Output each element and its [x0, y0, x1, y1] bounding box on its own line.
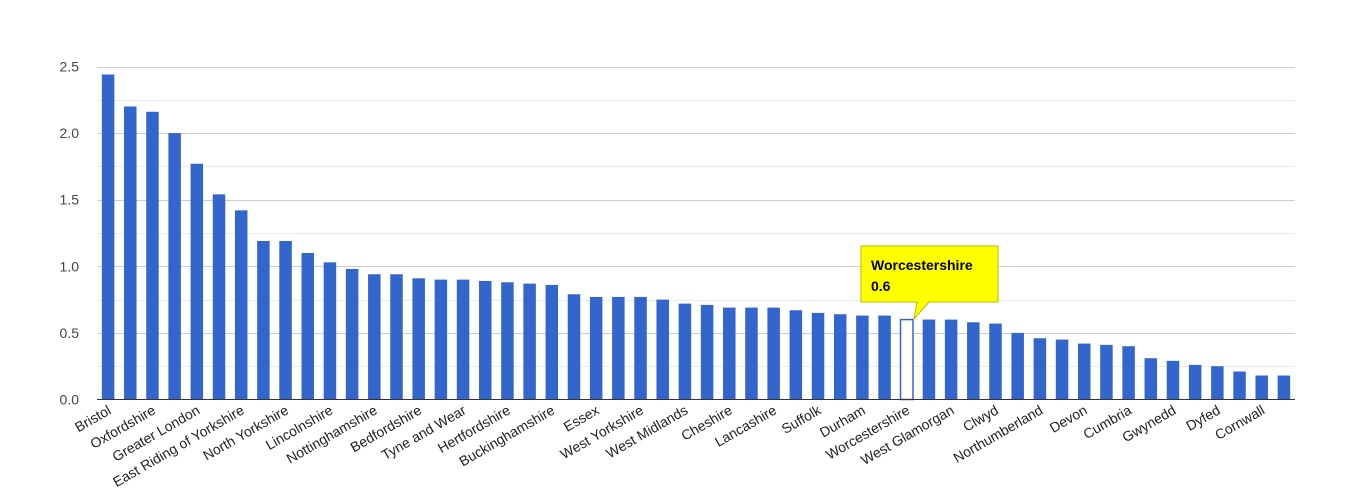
- bar[interactable]: [390, 274, 403, 400]
- bar-highlighted[interactable]: [899, 318, 914, 401]
- bar[interactable]: [767, 307, 780, 400]
- bar[interactable]: [345, 268, 359, 400]
- bar[interactable]: [124, 106, 137, 400]
- bar[interactable]: [212, 194, 226, 400]
- bar[interactable]: [146, 111, 159, 400]
- y-tick-label: 1.0: [60, 258, 80, 274]
- bar[interactable]: [878, 315, 891, 400]
- bar[interactable]: [634, 296, 647, 400]
- bar[interactable]: [656, 299, 669, 400]
- bar[interactable]: [1055, 339, 1069, 400]
- bar[interactable]: [1122, 346, 1135, 400]
- y-tick-label: 2.0: [60, 125, 80, 141]
- bar[interactable]: [1277, 375, 1291, 400]
- bar[interactable]: [234, 210, 248, 400]
- y-tick-label: 2.5: [60, 59, 80, 75]
- y-tick-label: 0.0: [60, 392, 80, 408]
- gridlines: [97, 67, 1295, 367]
- bar[interactable]: [257, 240, 270, 400]
- bar[interactable]: [1144, 358, 1158, 400]
- bar[interactable]: [545, 284, 559, 400]
- bar[interactable]: [368, 274, 381, 400]
- bar[interactable]: [944, 319, 958, 400]
- bar[interactable]: [1077, 343, 1091, 400]
- bar[interactable]: [1255, 375, 1268, 400]
- bar[interactable]: [434, 279, 448, 400]
- bar[interactable]: [1033, 338, 1047, 400]
- x-tick-label: Cornwall: [1212, 402, 1267, 443]
- bar[interactable]: [811, 312, 825, 400]
- y-tick-label: 0.5: [60, 325, 80, 341]
- bar[interactable]: [1011, 332, 1024, 400]
- bar[interactable]: [700, 304, 714, 400]
- tooltip-value: 0.6: [871, 278, 891, 294]
- bar[interactable]: [1100, 344, 1113, 400]
- bar[interactable]: [1211, 366, 1224, 400]
- bar[interactable]: [101, 74, 115, 400]
- bar[interactable]: [745, 307, 758, 400]
- bar[interactable]: [612, 296, 625, 400]
- bar[interactable]: [301, 252, 315, 400]
- x-tick-label: Suffolk: [779, 401, 825, 437]
- bar[interactable]: [523, 283, 536, 400]
- tooltip: Worcestershire 0.6: [860, 245, 999, 321]
- bar[interactable]: [833, 314, 847, 400]
- bar[interactable]: [279, 240, 292, 400]
- bar[interactable]: [412, 278, 425, 400]
- bar[interactable]: [789, 310, 803, 400]
- bar[interactable]: [456, 279, 470, 400]
- bar[interactable]: [856, 315, 869, 400]
- bar[interactable]: [501, 282, 514, 400]
- tooltip-label: Worcestershire: [871, 257, 973, 273]
- bar[interactable]: [989, 323, 1002, 400]
- bar-series: [101, 74, 1291, 401]
- bar[interactable]: [190, 163, 204, 400]
- bar[interactable]: [723, 307, 736, 400]
- bar[interactable]: [567, 294, 581, 400]
- bar[interactable]: [678, 303, 692, 400]
- bar[interactable]: [1166, 360, 1180, 400]
- bar[interactable]: [967, 322, 980, 400]
- bar[interactable]: [478, 280, 492, 400]
- bar[interactable]: [323, 262, 337, 400]
- bar[interactable]: [168, 133, 181, 400]
- y-axis-labels: 0.0 0.5 1.0 1.5 2.0 2.5: [60, 59, 80, 408]
- bar[interactable]: [1188, 364, 1202, 400]
- tooltip-box: [860, 245, 999, 321]
- bar[interactable]: [922, 319, 936, 400]
- bar[interactable]: [589, 296, 603, 400]
- y-tick-label: 1.5: [60, 192, 80, 208]
- bar[interactable]: [1233, 371, 1246, 400]
